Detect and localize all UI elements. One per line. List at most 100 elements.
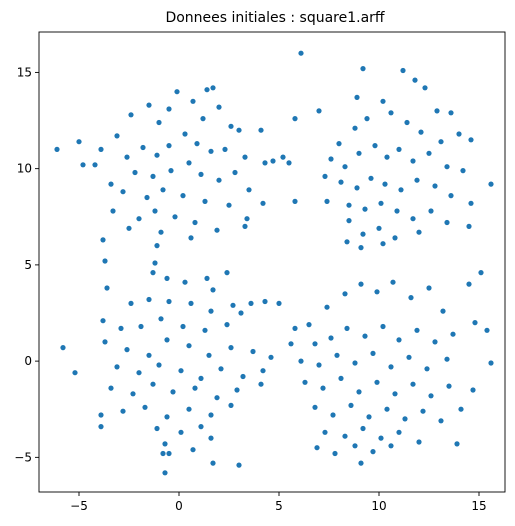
data-point — [124, 347, 130, 353]
data-point — [182, 279, 188, 285]
data-point — [396, 337, 402, 343]
data-point — [298, 358, 304, 364]
data-point — [182, 131, 188, 137]
data-point — [228, 345, 234, 351]
data-point — [468, 137, 474, 143]
data-point — [198, 375, 204, 381]
data-point — [454, 441, 460, 447]
data-point — [398, 187, 404, 193]
data-point — [446, 383, 452, 389]
data-point — [288, 341, 294, 347]
data-point — [216, 104, 222, 110]
data-point — [140, 144, 146, 151]
data-point — [258, 127, 264, 133]
data-point — [200, 116, 206, 122]
data-point — [162, 441, 168, 447]
data-point — [154, 243, 160, 249]
data-point — [392, 391, 398, 397]
data-point — [448, 193, 454, 199]
data-point — [100, 237, 106, 243]
data-point — [450, 331, 456, 337]
data-point — [248, 300, 254, 306]
data-point — [338, 375, 344, 381]
data-point — [124, 154, 130, 160]
data-point — [98, 146, 104, 152]
data-point — [358, 245, 364, 251]
data-point — [362, 333, 368, 339]
data-point — [224, 322, 230, 328]
data-point — [432, 183, 438, 189]
data-point — [260, 368, 266, 374]
data-point — [416, 229, 422, 235]
data-point — [360, 425, 366, 432]
data-point — [186, 160, 192, 166]
data-point — [114, 364, 120, 370]
data-point — [360, 66, 366, 72]
data-point — [236, 462, 242, 468]
data-point — [228, 123, 234, 129]
data-point — [98, 412, 104, 418]
data-point — [146, 296, 152, 303]
data-point — [322, 429, 328, 435]
data-point — [54, 146, 60, 152]
data-point — [150, 270, 156, 276]
data-point — [312, 404, 318, 410]
data-point — [280, 154, 286, 160]
data-point — [324, 198, 330, 204]
data-point — [292, 198, 298, 204]
data-point — [424, 366, 430, 372]
data-point — [388, 110, 394, 116]
x-tick-label: 15 — [471, 499, 486, 513]
data-point — [354, 94, 360, 100]
data-point — [194, 141, 200, 147]
y-tick-label: 0 — [24, 354, 32, 368]
data-point — [478, 270, 484, 276]
x-tick-label: 0 — [175, 499, 183, 513]
data-point — [238, 310, 244, 316]
data-point — [250, 348, 256, 355]
data-point — [330, 412, 336, 418]
axis-ticks: −5 0 5 10 15 −5 0 5 10 15 — [14, 65, 486, 513]
data-point — [166, 450, 172, 457]
data-point — [352, 360, 358, 366]
data-point — [132, 169, 138, 176]
data-point — [162, 470, 168, 476]
data-point — [362, 206, 368, 212]
data-point — [410, 216, 416, 222]
data-point — [80, 162, 86, 168]
data-point — [324, 304, 330, 310]
data-point — [380, 241, 386, 247]
x-tick-label: 10 — [371, 499, 386, 513]
data-point — [466, 281, 472, 287]
data-point — [204, 275, 210, 281]
data-point — [426, 150, 432, 156]
data-point — [222, 146, 228, 152]
data-point — [214, 227, 220, 233]
data-point — [152, 208, 158, 214]
data-point — [406, 354, 412, 360]
data-point — [438, 418, 444, 424]
data-point — [342, 433, 348, 439]
data-point — [178, 368, 184, 374]
data-point — [216, 177, 222, 183]
data-point — [234, 387, 240, 393]
data-point — [276, 300, 282, 306]
data-point — [370, 449, 376, 455]
data-point — [150, 381, 156, 387]
data-point — [420, 408, 426, 414]
data-point — [346, 218, 352, 224]
data-point — [416, 439, 422, 445]
data-point — [444, 219, 450, 226]
data-point — [434, 108, 440, 114]
data-point — [466, 223, 472, 229]
data-point — [236, 127, 242, 133]
data-point — [128, 112, 134, 118]
data-point — [388, 364, 394, 370]
data-point — [160, 450, 166, 457]
data-point — [100, 318, 106, 324]
data-point — [260, 200, 266, 206]
data-point — [186, 343, 192, 349]
data-point — [400, 67, 406, 74]
data-point — [198, 424, 204, 430]
data-point — [202, 327, 208, 333]
